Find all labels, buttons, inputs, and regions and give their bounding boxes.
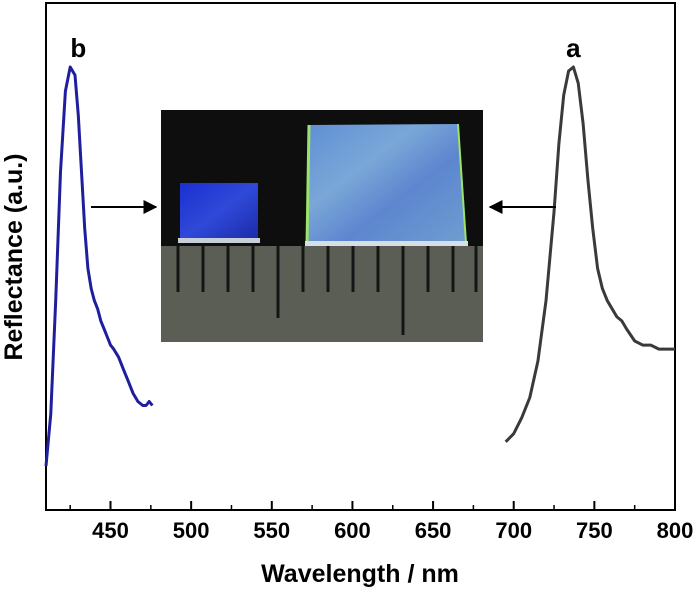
inset-ruler: [161, 246, 483, 342]
inset-large-sample: [307, 124, 466, 245]
series-a-line: [504, 65, 675, 443]
x-tick-label: 500: [173, 518, 210, 543]
x-tick-label: 650: [415, 518, 452, 543]
x-tick-label: 600: [334, 518, 371, 543]
x-tick-label: 550: [253, 518, 290, 543]
x-tick-label: 750: [576, 518, 613, 543]
series-b-line: [44, 65, 154, 467]
y-axis-title: Reflectance (a.u.): [0, 153, 28, 360]
inset-photo: [161, 110, 483, 342]
plot-frame: [45, 2, 676, 511]
x-axis-ticks: 450 500 550 600 650 700 750 800: [69, 501, 694, 543]
x-tick-label: 800: [657, 518, 694, 543]
series-b-label: b: [70, 33, 86, 63]
inset-small-sample: [180, 183, 258, 241]
x-axis-title: Wavelength / nm: [261, 560, 459, 588]
x-tick-label: 700: [495, 518, 532, 543]
x-tick-label: 450: [92, 518, 129, 543]
series-a-label: a: [566, 33, 581, 63]
